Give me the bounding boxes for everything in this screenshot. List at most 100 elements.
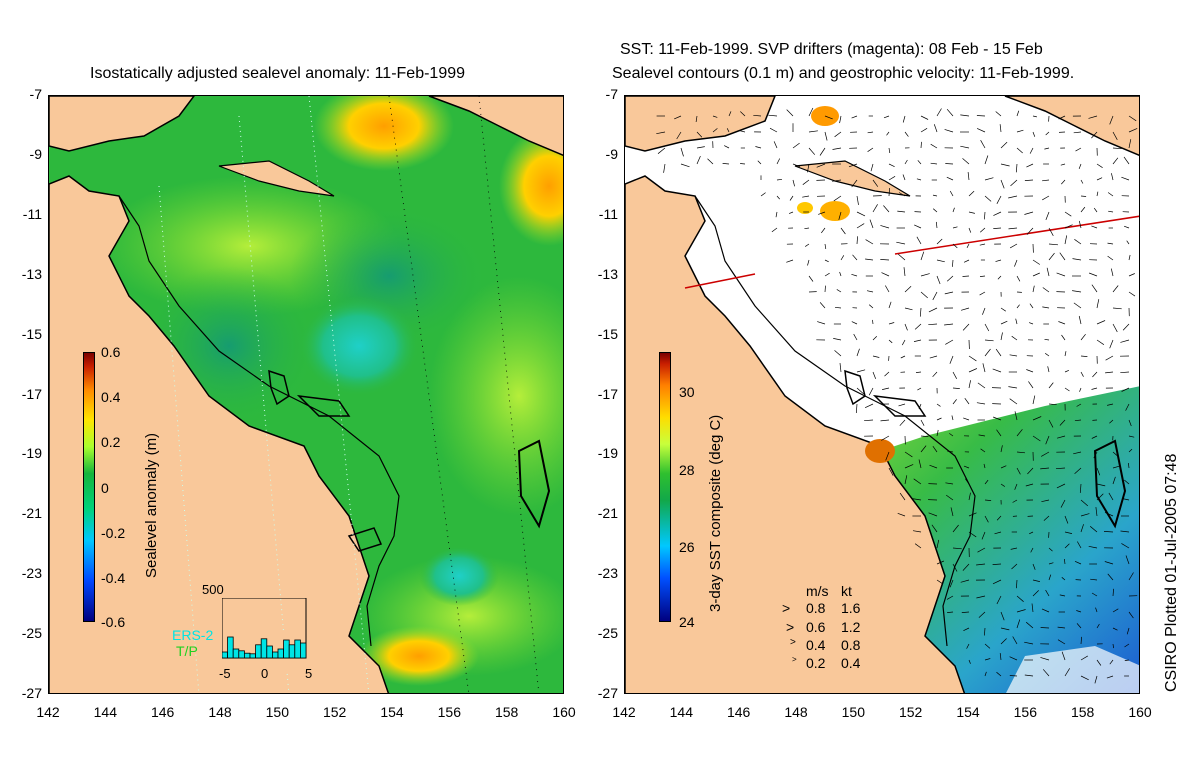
velocity-arrow xyxy=(868,387,874,396)
velocity-arrow xyxy=(1079,483,1082,493)
velocity-arrow xyxy=(851,179,858,188)
velocity-arrow xyxy=(696,146,705,149)
velocity-arrow xyxy=(808,107,814,117)
sealevel-anomaly-map xyxy=(48,95,564,694)
velocity-arrow xyxy=(1076,541,1082,549)
velocity-arrow xyxy=(963,417,970,421)
velocity-arrow xyxy=(792,179,795,187)
velocity-arrow xyxy=(853,333,858,341)
velocity-arrow xyxy=(888,187,890,197)
velocity-arrow xyxy=(789,195,794,201)
left-map-y-tick: -23 xyxy=(21,565,42,582)
velocity-arrow xyxy=(1041,451,1050,457)
velocity-legend-arrow: > xyxy=(786,619,795,635)
velocity-arrow xyxy=(866,290,874,293)
velocity-arrow xyxy=(1088,545,1098,549)
left-map-y-tick: -21 xyxy=(21,505,42,522)
left-map-y-tick: -15 xyxy=(21,325,42,342)
velocity-arrow xyxy=(1058,115,1066,120)
velocity-arrow xyxy=(882,387,890,390)
velocity-arrow xyxy=(1015,163,1018,173)
velocity-arrow xyxy=(760,192,766,197)
velocity-arrow xyxy=(1045,131,1050,136)
velocity-arrow xyxy=(995,111,1002,117)
velocity-arrow xyxy=(918,459,922,469)
velocity-arrow xyxy=(808,130,818,133)
velocity-arrow xyxy=(932,445,938,453)
sst-colorbar-tick: 26 xyxy=(679,539,695,555)
velocity-arrow xyxy=(856,369,866,373)
velocity-arrow xyxy=(1112,147,1122,150)
velocity-arrow xyxy=(978,611,986,618)
velocity-arrow xyxy=(996,429,1002,437)
velocity-arrow xyxy=(918,403,922,410)
velocity-arrow xyxy=(1128,419,1132,427)
velocity-arrow xyxy=(917,160,922,165)
velocity-arrow xyxy=(1128,291,1136,297)
sealevel-colorbar-tick: 0.6 xyxy=(101,344,121,360)
velocity-arrow xyxy=(1009,656,1018,661)
velocity-arrow xyxy=(1107,403,1114,406)
velocity-arrow xyxy=(1047,366,1050,373)
velocity-arrow xyxy=(965,478,970,485)
velocity-arrow xyxy=(952,207,955,213)
velocity-arrow xyxy=(856,387,864,395)
velocity-arrow xyxy=(962,275,970,277)
velocity-arrow xyxy=(1080,371,1084,377)
velocity-arrow xyxy=(1125,555,1130,565)
velocity-arrow xyxy=(726,128,730,133)
velocity-arrow xyxy=(984,155,989,165)
velocity-arrow xyxy=(903,267,906,277)
velocity-arrow xyxy=(1080,636,1082,645)
velocity-arrow xyxy=(936,403,941,407)
velocity-arrow xyxy=(1080,675,1089,681)
velocity-arrow xyxy=(872,371,877,380)
velocity-arrow xyxy=(880,419,890,422)
velocity-arrow xyxy=(1048,243,1059,246)
velocity-arrow xyxy=(802,195,810,198)
velocity-arrow xyxy=(1128,254,1131,261)
velocity-arrow xyxy=(1056,272,1066,277)
velocity-arrow xyxy=(1048,382,1054,389)
velocity-arrow xyxy=(1123,156,1130,165)
velocity-arrow xyxy=(996,671,1002,677)
velocity-arrow xyxy=(769,127,778,133)
velocity-arrow xyxy=(1045,589,1050,597)
velocity-arrow xyxy=(1010,547,1018,550)
velocity-arrow xyxy=(888,163,895,168)
velocity-arrow xyxy=(1096,623,1100,629)
velocity-arrow xyxy=(902,115,906,123)
histogram-bar xyxy=(238,650,245,659)
velocity-arrow xyxy=(936,560,945,565)
velocity-arrow xyxy=(1074,560,1082,565)
histogram-legend-tp: T/P xyxy=(176,643,198,659)
velocity-arrow xyxy=(1032,435,1041,442)
velocity-arrow xyxy=(935,221,938,229)
velocity-arrow xyxy=(1091,592,1098,597)
velocity-arrow xyxy=(1048,403,1057,406)
velocity-arrow xyxy=(776,158,781,165)
velocity-arrow xyxy=(944,129,954,133)
velocity-arrow xyxy=(1079,387,1082,392)
velocity-arrow xyxy=(856,195,859,205)
velocity-arrow xyxy=(945,482,954,485)
velocity-arrow xyxy=(1123,225,1130,229)
velocity-arrow xyxy=(872,179,879,187)
velocity-arrow xyxy=(995,259,1002,262)
velocity-arrow xyxy=(1041,499,1050,503)
velocity-arrow xyxy=(1124,643,1130,648)
velocity-arrow xyxy=(888,176,896,181)
velocity-arrow xyxy=(947,450,954,453)
velocity-arrow xyxy=(1016,609,1026,613)
velocity-arrow xyxy=(712,115,718,118)
sst-colorbar-label: 3-day SST composite (deg C) xyxy=(707,414,724,612)
velocity-arrow xyxy=(984,671,987,677)
velocity-arrow xyxy=(840,255,845,261)
velocity-arrow xyxy=(1064,369,1070,373)
velocity-arrow xyxy=(962,563,970,571)
velocity-arrow xyxy=(952,563,958,572)
velocity-arrow xyxy=(963,465,970,469)
velocity-arrow xyxy=(1048,574,1052,581)
velocity-arrow xyxy=(696,155,701,165)
velocity-arrow xyxy=(867,131,874,134)
